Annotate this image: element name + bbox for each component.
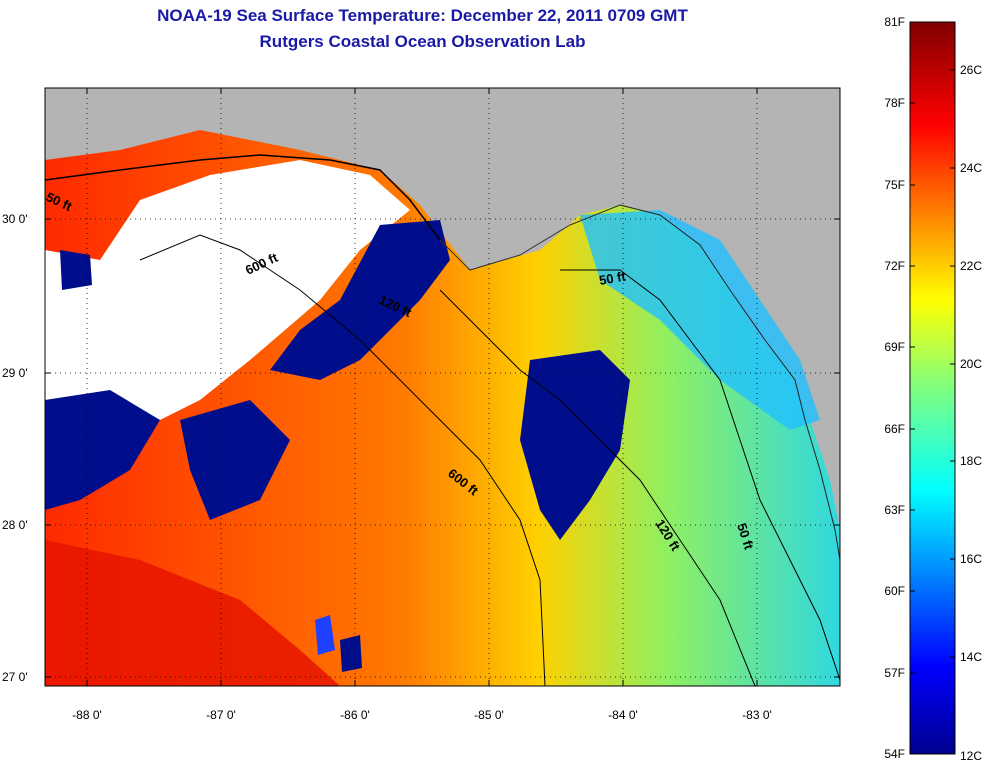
colorbar-c-label: 24C bbox=[960, 161, 982, 175]
cool-coastal-band bbox=[580, 210, 820, 430]
lat-tick-label: 27 0' bbox=[2, 670, 28, 684]
colorbar-c-label: 22C bbox=[960, 259, 982, 273]
lon-tick-label: -85 0' bbox=[474, 708, 504, 722]
depth-contour-600ft bbox=[139, 234, 546, 686]
cold-patch bbox=[60, 250, 92, 290]
cold-patch bbox=[270, 220, 450, 380]
colorbar-f-label: 60F bbox=[884, 584, 905, 598]
lon-tick-label: -84 0' bbox=[608, 708, 638, 722]
coastline bbox=[619, 204, 840, 561]
cold-patch bbox=[520, 350, 630, 540]
colorbar-ticks bbox=[910, 21, 955, 674]
cloud-cover bbox=[45, 160, 410, 470]
depth-contour-120ft bbox=[439, 289, 756, 686]
map-image bbox=[45, 88, 840, 686]
map-frame bbox=[44, 87, 841, 687]
lat-tick-label: 28 0' bbox=[2, 518, 28, 532]
colorbar-f-label: 66F bbox=[884, 422, 905, 436]
tick-marks bbox=[45, 88, 840, 686]
colorbar-f-label: 69F bbox=[884, 340, 905, 354]
colorbar-c-label: 16C bbox=[960, 552, 982, 566]
coastline bbox=[439, 204, 621, 271]
colorbar-f-label: 54F bbox=[884, 747, 905, 761]
colorbar bbox=[909, 21, 956, 755]
colorbar-f-label: 72F bbox=[884, 259, 905, 273]
cold-patch bbox=[180, 400, 290, 520]
cold-patch bbox=[340, 635, 362, 672]
lat-tick-label: 30 0' bbox=[2, 212, 28, 226]
lon-tick-label: -86 0' bbox=[340, 708, 370, 722]
cold-patch bbox=[315, 615, 335, 655]
colorbar-f-label: 78F bbox=[884, 96, 905, 110]
colorbar-c-label: 14C bbox=[960, 650, 982, 664]
colorbar-c-label: 26C bbox=[960, 63, 982, 77]
lon-tick-label: -83 0' bbox=[742, 708, 772, 722]
warm-water-region bbox=[45, 540, 340, 686]
lon-tick-label: -88 0' bbox=[72, 708, 102, 722]
map-subtitle: Rutgers Coastal Ocean Observation Lab bbox=[259, 32, 586, 51]
colorbar-f-label: 57F bbox=[884, 666, 905, 680]
colorbar-c-label: 12C bbox=[960, 749, 982, 763]
colorbar-f-label: 81F bbox=[884, 15, 905, 29]
colorbar-c-label: 18C bbox=[960, 454, 982, 468]
depth-contour-50ft bbox=[560, 269, 840, 681]
lon-tick-label: -87 0' bbox=[206, 708, 236, 722]
map-title: NOAA-19 Sea Surface Temperature: Decembe… bbox=[157, 6, 688, 25]
colorbar-f-label: 75F bbox=[884, 178, 905, 192]
colorbar-f-label: 63F bbox=[884, 503, 905, 517]
cold-patch bbox=[45, 390, 160, 510]
colorbar-c-label: 20C bbox=[960, 357, 982, 371]
coastline bbox=[45, 154, 441, 241]
contour-label: 50 ft bbox=[598, 268, 628, 288]
lat-tick-label: 29 0' bbox=[2, 366, 28, 380]
